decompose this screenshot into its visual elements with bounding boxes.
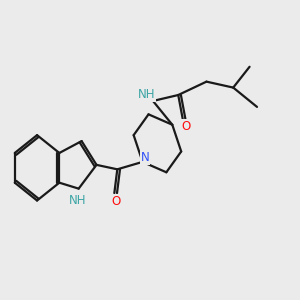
Text: NH: NH	[138, 88, 155, 101]
Text: NH: NH	[68, 194, 86, 207]
Text: O: O	[111, 195, 120, 208]
Text: O: O	[182, 120, 191, 133]
Text: N: N	[141, 151, 149, 164]
